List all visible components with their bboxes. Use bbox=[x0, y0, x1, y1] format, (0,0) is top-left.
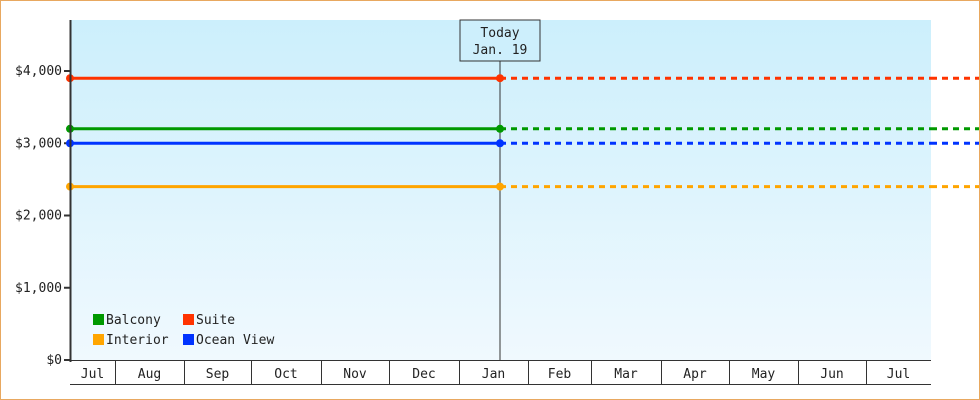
today-label-box bbox=[459, 19, 541, 62]
month-label: Jul bbox=[887, 367, 910, 382]
month-label: Feb bbox=[548, 367, 572, 382]
legend: Balcony Suite Interior Ocean View bbox=[93, 313, 274, 348]
data-point bbox=[496, 74, 504, 83]
today-marker: Today Jan. 19 bbox=[459, 19, 541, 360]
series-lines bbox=[66, 74, 979, 191]
month-label: Jul bbox=[81, 367, 104, 382]
month-label: Aug bbox=[138, 367, 161, 382]
month-label: May bbox=[752, 367, 776, 382]
y-tick-label: $3,000 bbox=[15, 136, 62, 151]
legend-swatch bbox=[183, 334, 194, 345]
y-tick-label: $0 bbox=[46, 353, 62, 368]
legend-label: Interior bbox=[106, 333, 169, 348]
data-point bbox=[496, 124, 504, 133]
month-label: Sep bbox=[206, 367, 230, 382]
legend-swatch bbox=[93, 314, 104, 325]
legend-swatch bbox=[183, 314, 194, 325]
month-label: Oct bbox=[274, 367, 297, 382]
month-label: Apr bbox=[683, 367, 707, 382]
legend-label: Balcony bbox=[106, 313, 161, 328]
y-tick-label: $2,000 bbox=[15, 209, 62, 224]
today-date: Jan. 19 bbox=[473, 43, 528, 58]
y-axis: $0 $1,000 $2,000 $3,000 $4,000 bbox=[15, 64, 70, 368]
month-label: Dec bbox=[412, 367, 435, 382]
data-point bbox=[496, 182, 504, 191]
x-axis: Jul Aug Sep Oct Nov Dec Jan Feb Mar Apr May Jun Jul bbox=[70, 360, 931, 385]
legend-label: Suite bbox=[196, 313, 235, 328]
today-label: Today bbox=[480, 26, 519, 41]
month-label: Jun bbox=[820, 367, 843, 382]
data-point bbox=[496, 139, 504, 148]
y-tick-label: $1,000 bbox=[15, 281, 62, 296]
month-label: Nov bbox=[343, 367, 367, 382]
month-label: Mar bbox=[614, 367, 638, 382]
month-label: Jan bbox=[482, 367, 505, 382]
y-tick-label: $4,000 bbox=[15, 64, 62, 79]
legend-swatch bbox=[93, 334, 104, 345]
legend-label: Ocean View bbox=[196, 333, 274, 348]
